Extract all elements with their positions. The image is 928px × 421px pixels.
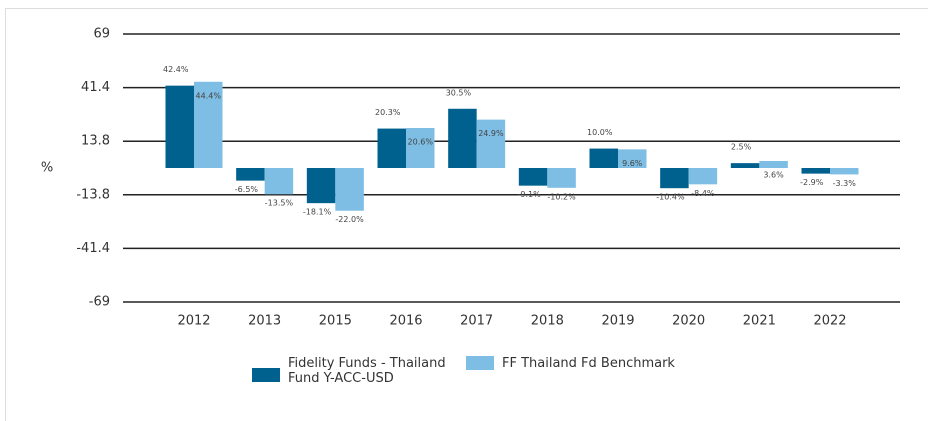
- y-tick-label: 13.8: [81, 134, 110, 149]
- bar: [165, 85, 194, 168]
- x-tick-label: 2012: [177, 314, 210, 329]
- bar: [759, 161, 788, 168]
- bar: [589, 148, 618, 168]
- value-label: 9.6%: [622, 159, 643, 168]
- value-label: -22.0%: [335, 215, 364, 224]
- y-tick-label: -13.8: [76, 187, 110, 202]
- bar: [518, 168, 548, 186]
- bar: [660, 168, 689, 189]
- bar: [618, 149, 647, 168]
- bar: [406, 127, 435, 168]
- value-label: -18.1%: [303, 208, 332, 217]
- legend-swatch: [252, 368, 280, 382]
- value-label: 42.4%: [163, 65, 189, 74]
- value-label: 24.9%: [478, 129, 504, 138]
- x-tick-label: 2018: [531, 314, 564, 329]
- legend-swatch: [466, 356, 494, 370]
- value-label: 2.5%: [731, 143, 752, 152]
- x-tick-label: 2017: [460, 314, 493, 329]
- x-tick-label: 2020: [672, 314, 705, 329]
- value-label: 44.4%: [196, 91, 222, 100]
- x-tick-label: 2021: [743, 314, 776, 329]
- x-tick-label: 2015: [319, 314, 352, 329]
- value-label: -13.5%: [265, 199, 294, 208]
- bar: [377, 128, 406, 168]
- legend-item: FF Thailand Fd Benchmark: [466, 356, 675, 371]
- value-label: 20.3%: [375, 108, 401, 117]
- value-label: -9.1%: [517, 190, 541, 199]
- bar: [476, 119, 506, 168]
- y-tick-label: -69: [89, 295, 110, 310]
- x-tick-label: 2013: [248, 314, 281, 329]
- bar: [264, 168, 294, 195]
- x-tick-label: 2022: [813, 314, 846, 329]
- value-label: 10.0%: [587, 128, 613, 137]
- y-tick-label: -41.4: [76, 241, 110, 256]
- value-label: 3.6%: [763, 171, 784, 180]
- bar: [306, 168, 336, 204]
- x-tick-label: 2016: [389, 314, 422, 329]
- legend-item: Fidelity Funds - Thailand Fund Y-ACC-USD: [252, 356, 458, 386]
- legend-label: FF Thailand Fd Benchmark: [502, 356, 675, 371]
- bar: [547, 168, 576, 188]
- bar: [448, 108, 477, 168]
- value-label: -2.9%: [800, 178, 824, 187]
- value-label: -8.4%: [691, 189, 715, 198]
- value-label: 30.5%: [446, 88, 472, 97]
- bar: [335, 168, 364, 211]
- legend-label: Fidelity Funds - Thailand Fund Y-ACC-USD: [288, 356, 446, 386]
- value-label: -10.2%: [547, 192, 576, 201]
- frame: [5, 8, 928, 421]
- bar: [830, 168, 859, 175]
- bar: [688, 168, 718, 185]
- bar: [194, 81, 223, 168]
- bar: [801, 168, 830, 174]
- value-label: 20.6%: [408, 137, 434, 146]
- bar: [236, 168, 265, 181]
- value-label: -6.5%: [235, 185, 259, 194]
- value-label: -10.4%: [656, 193, 685, 202]
- y-tick-label: 69: [93, 27, 110, 42]
- x-tick-label: 2019: [601, 314, 634, 329]
- value-label: -3.3%: [833, 179, 857, 188]
- y-axis-label: %: [41, 161, 53, 176]
- y-tick-label: 41.4: [81, 80, 110, 95]
- bar: [730, 163, 760, 168]
